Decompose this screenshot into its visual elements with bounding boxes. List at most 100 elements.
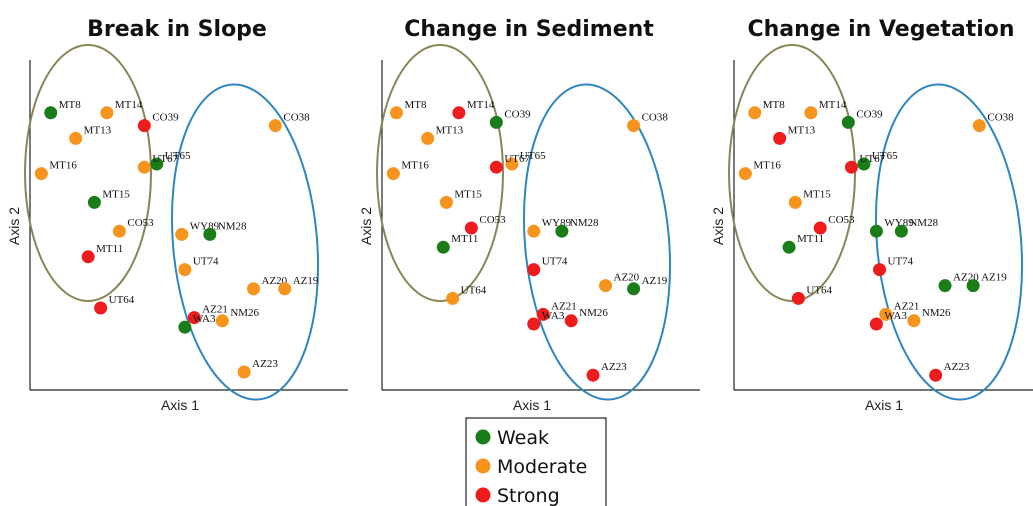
point-label: CO38 (987, 112, 1014, 124)
chart-title: Break in Slope (87, 17, 267, 42)
point-marker (489, 115, 503, 129)
point-label: UT67 (504, 153, 530, 165)
point-marker (599, 279, 613, 293)
point-marker (81, 250, 95, 264)
point-marker (187, 311, 201, 325)
cluster-ellipse-2 (874, 83, 1024, 401)
point-label: AZ23 (944, 361, 970, 373)
point-marker (527, 317, 541, 331)
point-label: UT64 (461, 284, 487, 296)
point-label: AZ21 (551, 300, 577, 312)
point-label: MT11 (451, 233, 478, 245)
point-label: MT11 (96, 243, 123, 255)
point-marker (586, 368, 600, 382)
point-label: WA3 (193, 313, 216, 325)
y-axis-label: Axis 2 (358, 207, 374, 245)
legend-label: Strong (497, 485, 560, 506)
point-marker (869, 317, 883, 331)
point-label: UT65 (165, 150, 191, 162)
point-marker (627, 282, 641, 296)
point-label: CO39 (504, 108, 531, 120)
point-marker (873, 263, 887, 277)
point-label: UT65 (872, 150, 898, 162)
point-marker (247, 282, 261, 296)
legend-swatch (475, 458, 491, 474)
point-marker (627, 119, 641, 133)
x-axis-label: Axis 1 (161, 397, 199, 413)
point-marker (237, 365, 251, 379)
point-marker (555, 224, 569, 238)
legend: Weak Moderate Strong (465, 417, 607, 506)
point-marker (844, 160, 858, 174)
point-marker (788, 195, 802, 209)
point-marker (69, 131, 83, 145)
legend-label: Moderate (497, 456, 587, 478)
point-label: MT15 (102, 188, 130, 200)
point-label: UT67 (859, 153, 885, 165)
cluster-ellipse-2 (522, 83, 672, 401)
point-marker (436, 240, 450, 254)
point-label: MT14 (115, 99, 143, 111)
point-marker (938, 279, 952, 293)
chart-title: Change in Vegetation (747, 17, 1014, 42)
point-marker (782, 240, 796, 254)
y-axis-label: Axis 2 (6, 207, 22, 245)
point-label: NM28 (218, 220, 247, 232)
point-label: NM26 (230, 307, 259, 319)
point-label: UT65 (520, 150, 546, 162)
point-marker (929, 368, 943, 382)
cluster-ellipse-2 (170, 83, 320, 401)
point-label: AZ23 (601, 361, 627, 373)
point-marker (87, 195, 101, 209)
point-marker (489, 160, 503, 174)
point-marker (278, 282, 292, 296)
point-label: NM28 (909, 217, 938, 229)
cluster-ellipse-1 (376, 44, 504, 302)
point-marker (894, 224, 908, 238)
point-label: WA3 (884, 310, 907, 322)
chart-panels: Break in Slope Axis 1 Axis 2 MT8 MT14 CO39 MT1… (6, 17, 1033, 413)
point-label: MT8 (763, 99, 786, 111)
point-marker (738, 167, 752, 181)
legend-label: Weak (497, 427, 549, 449)
point-label: MT8 (404, 99, 427, 111)
point-label: AZ23 (252, 358, 278, 370)
point-label: NM28 (570, 217, 599, 229)
y-axis-label: Axis 2 (710, 207, 726, 245)
point-marker (446, 291, 460, 305)
point-label: AZ20 (614, 272, 640, 284)
point-marker (94, 301, 108, 315)
chart-panel-1: Break in Slope Axis 1 Axis 2 MT8 MT14 CO39 MT1… (6, 17, 348, 413)
point-marker (137, 160, 151, 174)
point-label: AZ19 (293, 275, 319, 287)
point-label: WA3 (542, 310, 565, 322)
point-label: AZ21 (894, 300, 920, 312)
point-marker (857, 157, 871, 171)
point-label: MT16 (753, 160, 781, 172)
chart-title: Change in Sediment (404, 17, 654, 42)
point-marker (439, 195, 453, 209)
point-label: MT16 (49, 160, 77, 172)
point-label: AZ19 (981, 272, 1007, 284)
point-marker (841, 115, 855, 129)
point-label: MT13 (84, 124, 112, 136)
point-marker (389, 106, 403, 120)
point-marker (178, 320, 192, 334)
point-label: NM26 (579, 307, 608, 319)
point-label: CO53 (479, 214, 506, 226)
point-marker (879, 307, 893, 321)
point-marker (137, 119, 151, 133)
point-marker (268, 119, 282, 133)
cluster-ellipse-1 (728, 44, 856, 302)
point-label: MT15 (803, 188, 831, 200)
point-marker (564, 314, 578, 328)
point-label: CO38 (283, 112, 310, 124)
point-label: UT67 (152, 153, 178, 165)
point-marker (386, 167, 400, 181)
point-label: MT13 (436, 124, 464, 136)
point-label: CO39 (152, 112, 179, 124)
point-marker (215, 314, 229, 328)
point-marker (527, 224, 541, 238)
point-marker (527, 263, 541, 277)
